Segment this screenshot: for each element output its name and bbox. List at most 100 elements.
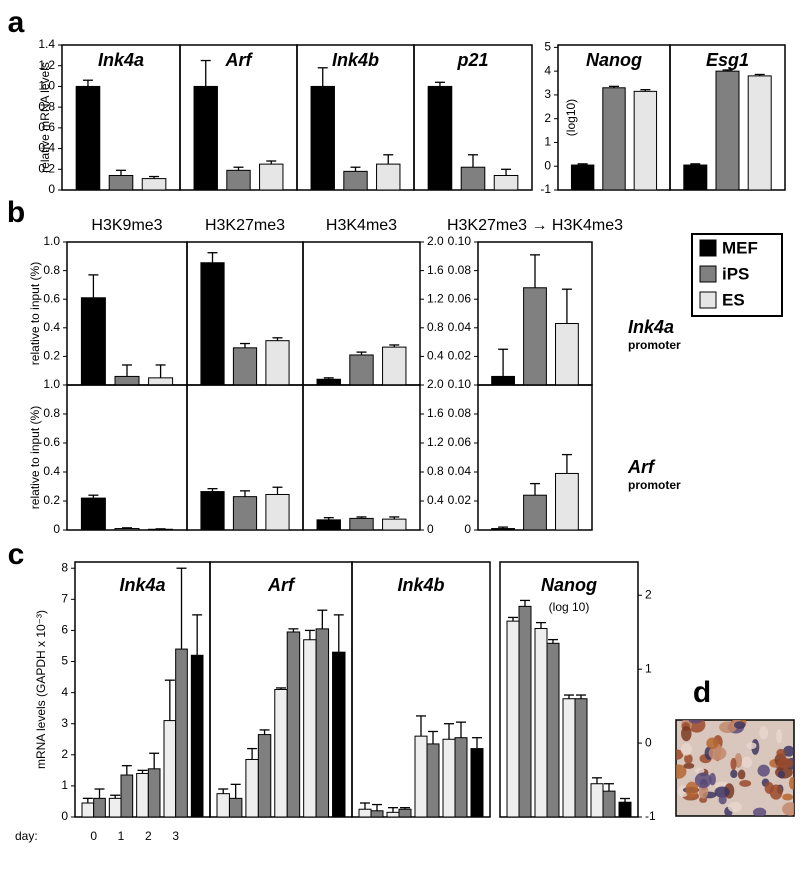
y-tick-label: 0.10 bbox=[448, 234, 472, 248]
y-tick-label: 0.2 bbox=[43, 349, 60, 363]
tissue-cell bbox=[777, 770, 786, 779]
chart-title: Ink4a bbox=[98, 50, 144, 70]
chart-title: Ink4b bbox=[332, 50, 379, 70]
tissue-cell bbox=[709, 772, 716, 786]
bar bbox=[200, 491, 225, 531]
tissue-cell bbox=[757, 764, 770, 777]
bar bbox=[633, 90, 658, 191]
row-gene: Ink4a bbox=[628, 317, 674, 337]
y-axis-label: mRNA levels (GAPDH x 10⁻³) bbox=[34, 610, 48, 769]
tissue-cell bbox=[753, 807, 767, 816]
y-tick-label: 4 bbox=[61, 685, 68, 699]
y-tick-label: 0.4 bbox=[427, 349, 444, 363]
legend-swatch bbox=[699, 239, 717, 257]
bar bbox=[555, 323, 579, 386]
y-tick-label: 1.2 bbox=[427, 291, 444, 305]
chart-title: H3K27me3 → H3K4me3 bbox=[447, 217, 623, 234]
tissue-cell bbox=[684, 753, 693, 764]
tissue-cell bbox=[741, 756, 753, 768]
tissue-cell bbox=[737, 769, 746, 780]
bar bbox=[493, 175, 519, 191]
bar bbox=[332, 651, 346, 818]
y-tick-label: 1.0 bbox=[43, 234, 60, 248]
tissue-cell bbox=[708, 746, 727, 761]
y-tick-label: 0 bbox=[53, 522, 60, 536]
y-tick-label: 0 bbox=[464, 522, 471, 536]
y-tick-label: 0.4 bbox=[43, 464, 60, 478]
y-tick-label: 0.6 bbox=[38, 120, 55, 134]
bar bbox=[148, 377, 174, 386]
tissue-cell bbox=[746, 742, 757, 750]
y-tick-label: 3 bbox=[544, 87, 551, 101]
y-tick-label: 0.6 bbox=[43, 291, 60, 305]
y-tick-label: 0.8 bbox=[427, 320, 444, 334]
y-tick-label: 0 bbox=[427, 522, 434, 536]
y-tick-label: 5 bbox=[61, 654, 68, 668]
y-tick-label: 0.4 bbox=[43, 320, 60, 334]
tissue-cell bbox=[776, 728, 783, 744]
bar bbox=[570, 164, 595, 191]
bar bbox=[574, 698, 588, 818]
tissue-cell bbox=[685, 781, 699, 798]
bar bbox=[414, 735, 428, 818]
y-tick-label: 1.0 bbox=[38, 79, 55, 93]
y-tick-label: 1.2 bbox=[427, 435, 444, 449]
bar bbox=[382, 518, 407, 531]
bar bbox=[349, 517, 374, 531]
bar bbox=[358, 808, 372, 818]
bar bbox=[382, 346, 407, 386]
y-tick-label: 0.08 bbox=[448, 263, 472, 277]
y-tick-label: 2 bbox=[61, 747, 68, 761]
bar bbox=[232, 347, 258, 386]
y-tick-label: 1.0 bbox=[43, 377, 60, 391]
tissue-cell bbox=[788, 776, 794, 790]
y-tick-label: 8 bbox=[61, 560, 68, 574]
tissue-cell bbox=[782, 802, 794, 816]
chart-title: H3K27me3 bbox=[205, 217, 285, 234]
tissue-cell bbox=[776, 757, 794, 769]
tissue-cell bbox=[694, 772, 712, 789]
bar bbox=[590, 783, 604, 818]
bar bbox=[274, 689, 288, 818]
tissue-cell bbox=[688, 720, 703, 724]
bar bbox=[75, 85, 101, 191]
y-tick-label: 0.06 bbox=[448, 435, 472, 449]
bar bbox=[163, 720, 177, 818]
y-tick-label: 1.4 bbox=[38, 37, 55, 51]
y-tick-label: 0.04 bbox=[448, 320, 472, 334]
legend-label: iPS bbox=[722, 264, 749, 283]
bar bbox=[120, 774, 134, 818]
y-tick-label: -1 bbox=[540, 182, 551, 196]
bar bbox=[506, 620, 520, 818]
legend-label: MEF bbox=[722, 238, 758, 257]
tissue-cell bbox=[783, 745, 794, 757]
tissue-cell bbox=[769, 784, 783, 800]
bar bbox=[523, 287, 547, 386]
bar bbox=[491, 528, 515, 531]
y-tick-label: 0.8 bbox=[427, 464, 444, 478]
chart-title: Ink4a bbox=[119, 575, 165, 595]
y-tick-label: 0 bbox=[645, 735, 652, 749]
tissue-cell bbox=[730, 769, 738, 779]
y-tick-label: 0.06 bbox=[448, 291, 472, 305]
y-tick-label: 0.8 bbox=[43, 263, 60, 277]
chart-title: p21 bbox=[456, 50, 488, 70]
bar bbox=[259, 163, 284, 191]
row-region: promoter bbox=[628, 478, 681, 492]
y-tick-label: 0.08 bbox=[448, 406, 472, 420]
tissue-cell bbox=[683, 762, 695, 769]
chart-title: Nanog bbox=[541, 575, 597, 595]
bar bbox=[80, 497, 106, 531]
y-tick-label: 1 bbox=[61, 778, 68, 792]
y-tick-label: 2.0 bbox=[427, 377, 444, 391]
bar bbox=[232, 496, 258, 531]
bar bbox=[442, 738, 456, 818]
bar bbox=[81, 802, 95, 818]
y-tick-label: 0.10 bbox=[448, 377, 472, 391]
x-tick-label: 2 bbox=[145, 829, 152, 843]
bar bbox=[114, 375, 140, 386]
plot-frame bbox=[302, 384, 421, 531]
y-axis-label: relative to input (%) bbox=[28, 262, 42, 365]
bar bbox=[141, 178, 167, 191]
bar bbox=[602, 87, 626, 191]
